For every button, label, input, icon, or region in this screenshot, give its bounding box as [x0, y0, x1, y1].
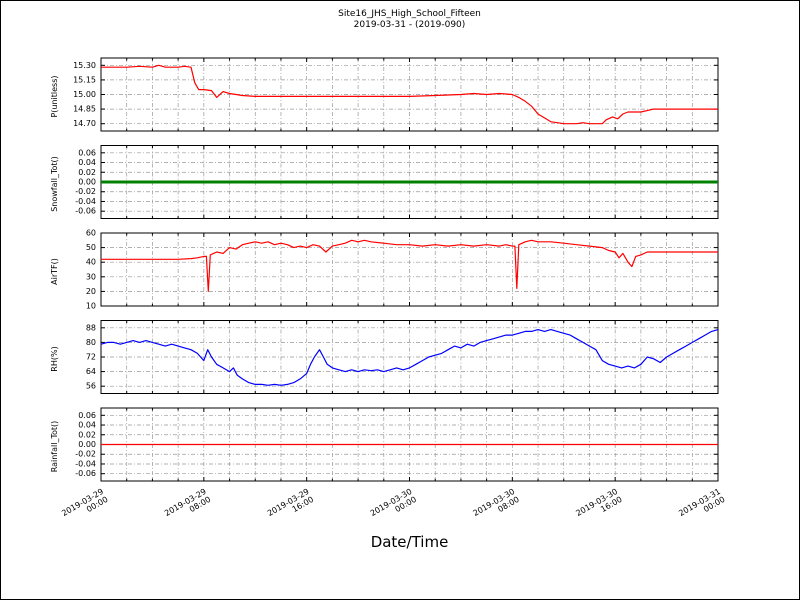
- x-tick-label: 2019-03-2900:00: [60, 487, 109, 526]
- y-axis-label: Rainfall_Tot(): [50, 421, 59, 473]
- y-tick-label: 14.85: [73, 105, 96, 114]
- x-axis-label: Date/Time: [370, 533, 449, 551]
- y-tick-label: 10: [86, 302, 96, 311]
- y-tick-label: -0.04: [75, 459, 96, 468]
- y-tick-label: 56: [86, 382, 96, 391]
- y-tick-label: 60: [86, 229, 96, 238]
- panel-P(unitless): 14.70 14.85 15.00 15.15 15.30 P(unitless): [50, 57, 719, 132]
- x-tick-label: 2019-03-3100:00: [677, 487, 726, 526]
- y-tick-label: 0.06: [78, 411, 96, 420]
- y-tick-label: 72: [86, 353, 96, 362]
- y-axis-label: RH(%): [50, 346, 59, 371]
- y-tick-label: 0.04: [78, 158, 96, 167]
- y-axis-label: AirTF(): [50, 258, 59, 285]
- y-tick-label: 0.02: [78, 430, 96, 439]
- y-axis-label: Snowfall_Tot(): [50, 156, 59, 212]
- y-tick-label: 0.06: [78, 148, 96, 157]
- chart-title: Site16_JHS_High_School_Fifteen: [338, 9, 481, 19]
- y-tick-label: -0.06: [75, 207, 96, 216]
- panel-Rainfall_Tot(): -0.06-0.04-0.020.000.020.040.06 Rainfall_…: [50, 407, 719, 482]
- panel-RH(%): 56 64 72 80 88 RH(%): [50, 320, 719, 394]
- y-tick-label: 15.15: [73, 75, 96, 84]
- y-tick-label: 0.04: [78, 421, 96, 430]
- y-tick-label: -0.04: [75, 197, 96, 206]
- y-tick-label: 15.00: [73, 90, 96, 99]
- y-tick-label: 0.02: [78, 168, 96, 177]
- chart-subtitle: 2019-03-31 - (2019-090): [353, 20, 466, 30]
- panel-Snowfall_Tot(): -0.06-0.04-0.020.000.020.040.06 Snowfall_…: [50, 145, 719, 219]
- series-line-RH(%): [100, 329, 719, 386]
- series-line-P(unitless): [101, 64, 718, 125]
- y-tick-label: 50: [86, 243, 96, 252]
- y-tick-label: 14.70: [73, 119, 96, 128]
- y-tick-label: -0.02: [75, 450, 96, 459]
- panel-AirTF(): 10 20 30 40 50 60 AirTF(): [50, 229, 719, 311]
- y-tick-label: 30: [86, 272, 96, 281]
- series-line-AirTF(): [101, 239, 718, 292]
- y-tick-label: 80: [86, 338, 96, 347]
- y-tick-label: 0.00: [78, 178, 96, 187]
- x-tick-label: 2019-03-3000:00: [369, 487, 418, 526]
- y-tick-label: -0.02: [75, 187, 96, 196]
- y-tick-label: 40: [86, 258, 96, 267]
- y-tick-label: 64: [86, 367, 96, 376]
- y-tick-label: 88: [86, 323, 96, 332]
- x-tick-label: 2019-03-2908:00: [163, 487, 212, 526]
- x-tick-label: 2019-03-2916:00: [266, 487, 315, 526]
- y-tick-label: 0.00: [78, 440, 96, 449]
- x-tick-label: 2019-03-3016:00: [574, 487, 623, 526]
- y-tick-label: 20: [86, 287, 96, 296]
- y-axis-label: P(unitless): [50, 75, 59, 117]
- y-tick-label: -0.06: [75, 469, 96, 478]
- y-tick-label: 15.30: [73, 61, 96, 70]
- x-tick-label: 2019-03-3008:00: [472, 487, 521, 526]
